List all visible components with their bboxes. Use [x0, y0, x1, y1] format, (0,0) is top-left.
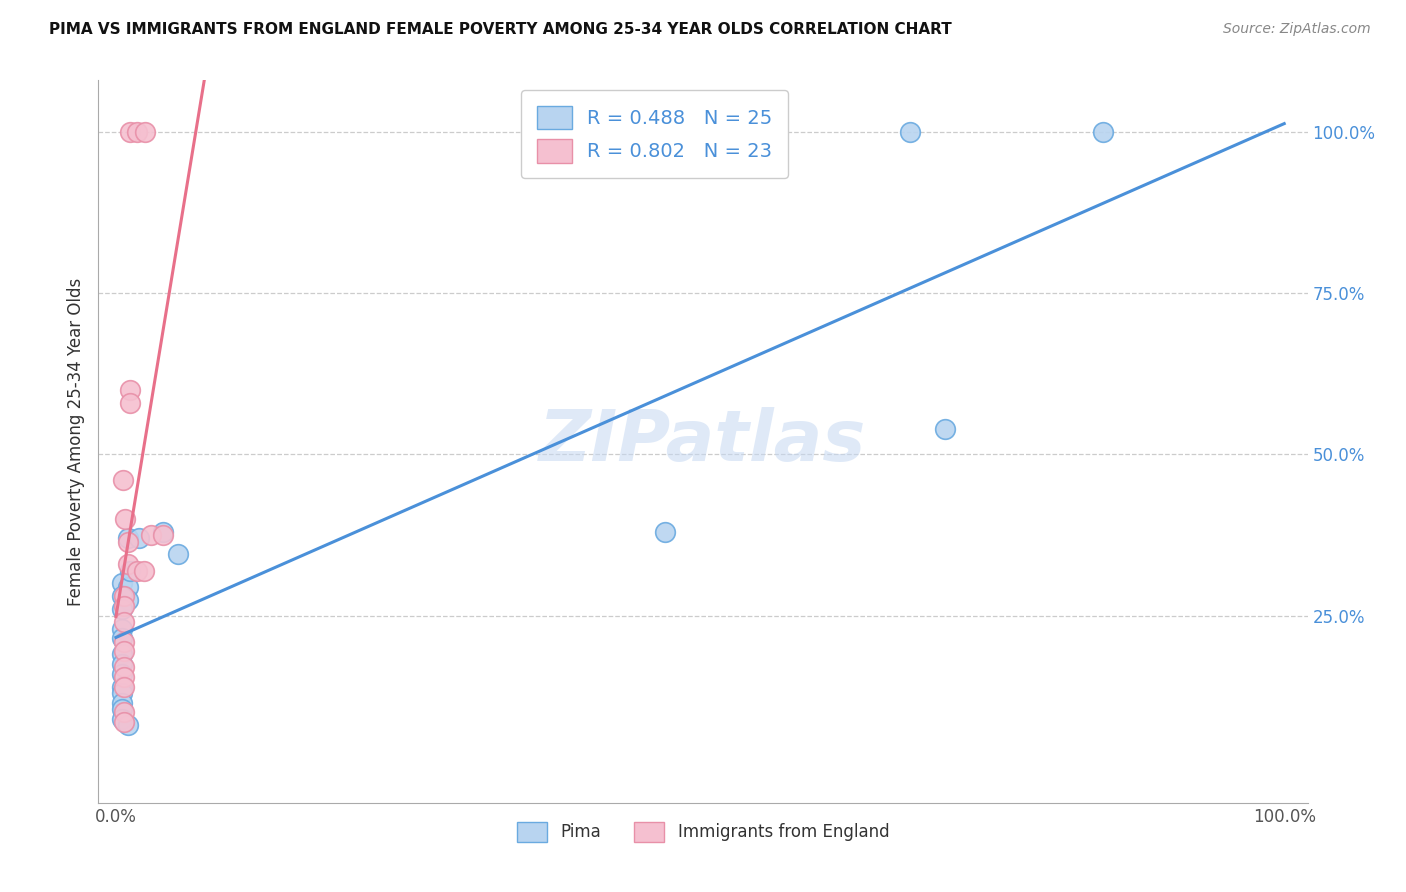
Point: [125, 125, 148, 139]
Text: Source: ZipAtlas.com: Source: ZipAtlas.com: [1223, 22, 1371, 37]
Point: [111, 576, 134, 591]
Point: [132, 564, 155, 578]
Point: [134, 125, 156, 139]
Point: [112, 670, 135, 684]
Point: [128, 531, 150, 545]
Point: [111, 666, 134, 681]
Point: [111, 473, 134, 487]
Point: [118, 125, 141, 139]
Point: [111, 602, 134, 616]
Point: [117, 580, 139, 594]
Point: [111, 648, 134, 662]
Point: [152, 524, 174, 539]
Point: [117, 531, 139, 545]
Point: [112, 644, 135, 658]
Point: [112, 590, 135, 604]
Point: [111, 590, 134, 604]
Point: [111, 712, 134, 726]
Legend: Pima, Immigrants from England: Pima, Immigrants from England: [510, 815, 896, 848]
Point: [167, 548, 190, 562]
Point: [117, 534, 139, 549]
Text: PIMA VS IMMIGRANTS FROM ENGLAND FEMALE POVERTY AMONG 25-34 YEAR OLDS CORRELATION: PIMA VS IMMIGRANTS FROM ENGLAND FEMALE P…: [49, 22, 952, 37]
Point: [111, 632, 134, 646]
Text: ZIPatlas: ZIPatlas: [540, 407, 866, 476]
Point: [112, 599, 135, 613]
Point: [152, 528, 174, 542]
Point: [112, 660, 135, 674]
Point: [114, 512, 136, 526]
Point: [117, 718, 139, 732]
Y-axis label: Female Poverty Among 25-34 Year Olds: Female Poverty Among 25-34 Year Olds: [66, 277, 84, 606]
Point: [111, 622, 134, 636]
Point: [139, 528, 162, 542]
Point: [111, 686, 134, 700]
Point: [111, 657, 134, 672]
Point: [118, 396, 141, 410]
Point: [118, 564, 141, 578]
Point: [654, 524, 676, 539]
Point: [111, 680, 134, 694]
Point: [111, 702, 134, 716]
Point: [117, 557, 139, 571]
Point: [117, 592, 139, 607]
Point: [111, 696, 134, 710]
Point: [112, 706, 135, 720]
Point: [112, 715, 135, 730]
Point: [1092, 125, 1115, 139]
Point: [112, 680, 135, 694]
Point: [125, 564, 148, 578]
Point: [898, 125, 921, 139]
Point: [934, 422, 956, 436]
Point: [112, 615, 135, 630]
Point: [118, 383, 141, 397]
Point: [112, 634, 135, 648]
